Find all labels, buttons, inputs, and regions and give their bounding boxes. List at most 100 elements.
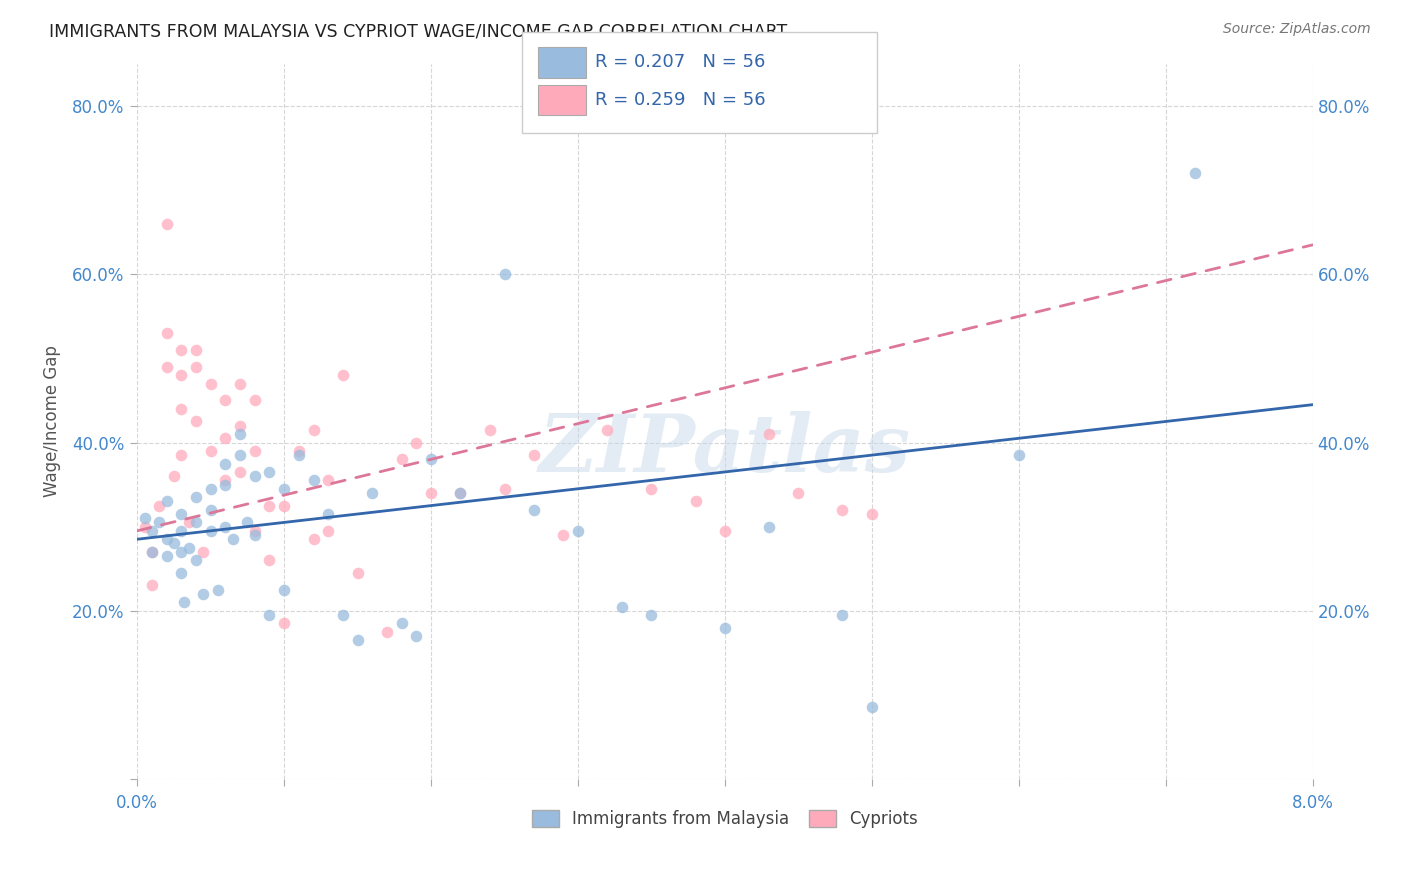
Text: R = 0.207   N = 56: R = 0.207 N = 56 [595, 54, 765, 71]
Point [141, 578, 163, 592]
Point [177, 541, 200, 555]
Point [170, 343, 193, 357]
Point [1008, 448, 1031, 462]
Point [288, 444, 311, 458]
Point [184, 553, 207, 567]
Point [193, 545, 215, 559]
Point [860, 507, 883, 521]
Point [640, 607, 662, 622]
Point [156, 533, 179, 547]
Point [523, 503, 546, 517]
Point [332, 607, 354, 622]
Point [148, 516, 170, 530]
Point [214, 519, 236, 533]
Point [273, 616, 295, 631]
Point [243, 528, 266, 542]
Point [1184, 166, 1206, 180]
Point [184, 516, 207, 530]
Point [184, 359, 207, 374]
Point [200, 524, 222, 538]
Point [170, 566, 193, 580]
Point [163, 469, 186, 483]
Point [361, 486, 384, 500]
Point [134, 511, 156, 525]
Point [141, 545, 163, 559]
Point [170, 448, 193, 462]
Point [273, 482, 295, 496]
Text: R = 0.259   N = 56: R = 0.259 N = 56 [595, 91, 765, 109]
Point [184, 343, 207, 357]
Point [184, 415, 207, 429]
Point [243, 469, 266, 483]
Point [173, 595, 195, 609]
Point [170, 368, 193, 383]
Point [141, 545, 163, 559]
Point [259, 553, 281, 567]
Point [177, 516, 200, 530]
Point [273, 582, 295, 597]
Point [229, 418, 252, 433]
Point [156, 494, 179, 508]
Point [200, 503, 222, 517]
Point [831, 503, 853, 517]
Point [243, 524, 266, 538]
Point [714, 621, 737, 635]
Point [156, 549, 179, 563]
Point [420, 486, 443, 500]
Point [567, 524, 589, 538]
Text: Source: ZipAtlas.com: Source: ZipAtlas.com [1223, 22, 1371, 37]
Point [273, 499, 295, 513]
Point [494, 268, 516, 282]
Point [222, 533, 245, 547]
Point [170, 507, 193, 521]
Point [214, 457, 236, 471]
Point [243, 444, 266, 458]
Point [420, 452, 443, 467]
Point [229, 465, 252, 479]
Point [156, 359, 179, 374]
Point [758, 427, 780, 442]
Point [200, 376, 222, 391]
Point [193, 587, 215, 601]
Point [405, 629, 427, 643]
Point [302, 474, 325, 488]
Point [156, 326, 179, 341]
Point [523, 448, 546, 462]
Point [596, 423, 619, 437]
Point [553, 528, 575, 542]
Point [243, 393, 266, 408]
Point [685, 494, 707, 508]
Point [449, 486, 471, 500]
Point [170, 545, 193, 559]
Point [449, 486, 471, 500]
Point [787, 486, 810, 500]
Point [346, 633, 368, 648]
Point [214, 431, 236, 445]
Point [207, 582, 229, 597]
Point [156, 217, 179, 231]
Point [831, 607, 853, 622]
Point [200, 482, 222, 496]
Point [229, 376, 252, 391]
Point [332, 368, 354, 383]
Point [229, 448, 252, 462]
Point [259, 499, 281, 513]
Legend: Immigrants from Malaysia, Cypriots: Immigrants from Malaysia, Cypriots [526, 804, 925, 835]
Point [302, 533, 325, 547]
Point [391, 452, 413, 467]
Point [478, 423, 501, 437]
Point [134, 519, 156, 533]
Point [214, 474, 236, 488]
Text: IMMIGRANTS FROM MALAYSIA VS CYPRIOT WAGE/INCOME GAP CORRELATION CHART: IMMIGRANTS FROM MALAYSIA VS CYPRIOT WAGE… [49, 22, 787, 40]
Point [200, 444, 222, 458]
Point [714, 524, 737, 538]
Point [288, 448, 311, 462]
Point [405, 435, 427, 450]
Point [170, 524, 193, 538]
Point [316, 507, 339, 521]
Point [259, 465, 281, 479]
Point [214, 393, 236, 408]
Text: ZIPatlas: ZIPatlas [538, 411, 911, 489]
Point [148, 499, 170, 513]
Point [758, 519, 780, 533]
